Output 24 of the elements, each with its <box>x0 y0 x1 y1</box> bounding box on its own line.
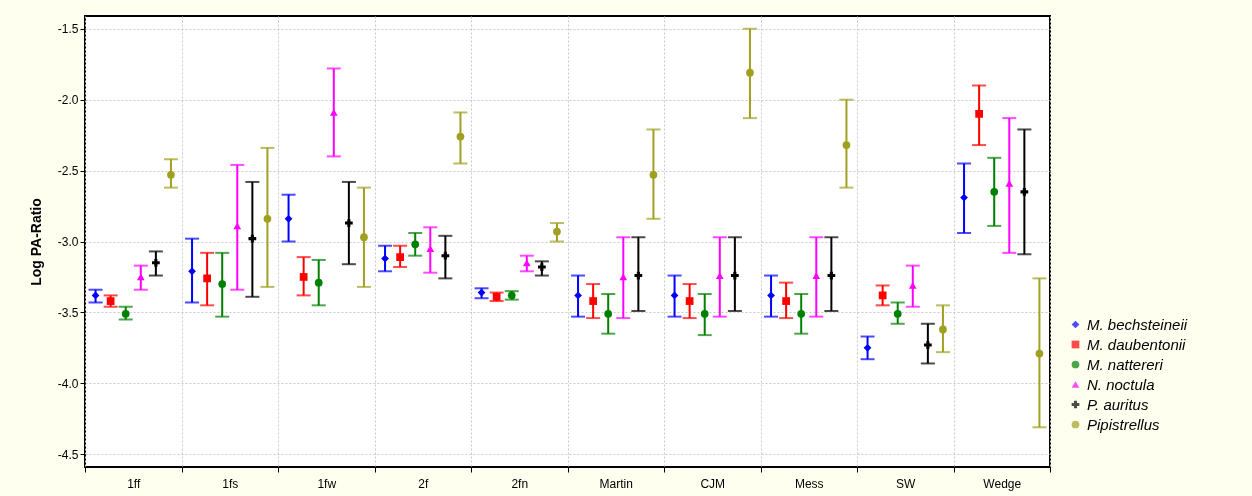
y-axis-title: Log PA-Ratio <box>27 198 44 286</box>
x-tick-label: Mess <box>794 476 824 491</box>
legend-label: M. daubentonii <box>1087 335 1187 353</box>
y-tick-label: -4.5 <box>57 447 79 462</box>
x-tick-label: 2fn <box>511 476 529 491</box>
x-tick-label: 1fw <box>317 476 337 491</box>
y-tick-label: -1.5 <box>57 22 79 37</box>
legend-label: P. auritus <box>1087 395 1149 413</box>
y-tick-label: -3.5 <box>57 305 79 320</box>
x-tick-label: Wedge <box>983 476 1022 491</box>
y-tick-label: -3.0 <box>57 235 79 249</box>
y-tick-label: -4.0 <box>57 376 79 391</box>
x-tick-label: SW <box>896 476 917 491</box>
x-tick-label: 1ff <box>127 476 141 491</box>
legend-label: M. bechsteineii <box>1087 315 1188 333</box>
legend-label: M. nattereri <box>1087 355 1164 373</box>
legend-label: N. noctula <box>1087 375 1155 393</box>
x-tick-label: Martin <box>599 476 633 491</box>
x-tick-label: CJM <box>700 476 726 491</box>
x-tick-label: 2f <box>418 476 429 491</box>
y-tick-label: -2.0 <box>57 93 79 108</box>
legend-label: Pipistrellus <box>1087 415 1161 433</box>
x-tick-label: 1fs <box>222 476 239 491</box>
y-tick-label: -2.5 <box>57 164 79 179</box>
